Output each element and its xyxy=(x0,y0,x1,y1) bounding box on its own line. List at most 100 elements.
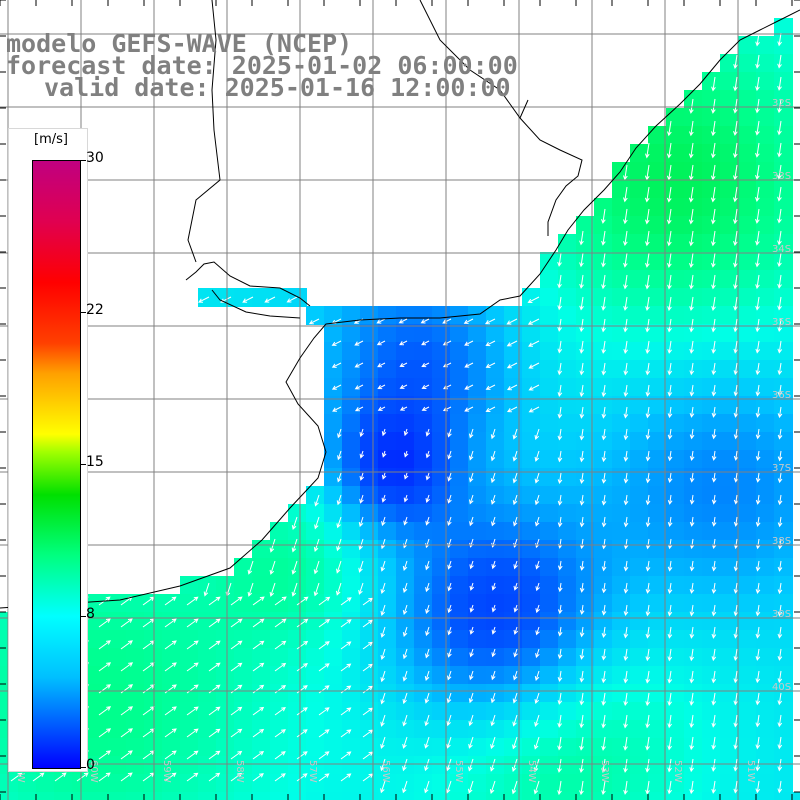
speed-cell xyxy=(162,774,181,793)
wind-arrow xyxy=(506,362,518,369)
wind-arrow xyxy=(557,582,563,593)
speed-cell xyxy=(738,306,757,325)
wind-arrow xyxy=(755,582,761,595)
wind-arrow xyxy=(645,472,651,484)
wind-arrow xyxy=(402,560,408,571)
speed-cell xyxy=(774,684,793,703)
speed-cell xyxy=(270,684,289,703)
wind-arrow xyxy=(337,428,342,439)
wind-arrow xyxy=(484,318,496,325)
speed-cell xyxy=(612,774,631,793)
speed-cell xyxy=(738,684,757,703)
wind-arrow xyxy=(485,406,496,412)
wind-arrow xyxy=(711,648,717,662)
speed-cell xyxy=(234,576,253,595)
wind-arrow xyxy=(645,494,651,506)
speed-cell xyxy=(720,702,739,721)
speed-cell xyxy=(432,612,451,631)
speed-cell xyxy=(288,612,307,631)
wind-arrow xyxy=(579,780,584,796)
wind-arrow xyxy=(623,274,628,290)
wind-arrow xyxy=(447,626,452,636)
speed-cell xyxy=(414,756,433,775)
speed-cell xyxy=(468,738,487,757)
speed-cell xyxy=(90,792,109,800)
wind-arrow xyxy=(579,494,585,506)
speed-cell xyxy=(486,468,505,487)
speed-cell xyxy=(756,648,775,667)
speed-cell xyxy=(432,504,451,523)
wind-arrow xyxy=(711,582,717,594)
wind-arrow xyxy=(733,76,738,92)
wind-arrow xyxy=(711,318,716,333)
speed-cell xyxy=(378,522,397,541)
wind-arrow xyxy=(645,362,651,376)
speed-cell xyxy=(774,720,793,739)
wind-arrow xyxy=(485,340,496,347)
speed-cell xyxy=(576,270,595,289)
speed-cell xyxy=(234,666,253,685)
wind-arrow xyxy=(557,340,563,354)
wind-arrow xyxy=(490,736,496,750)
speed-cell xyxy=(630,450,649,469)
speed-cell xyxy=(774,54,793,73)
speed-cell xyxy=(378,306,397,325)
speed-cell xyxy=(396,774,415,793)
speed-cell xyxy=(630,540,649,559)
speed-cell xyxy=(612,540,631,559)
speed-cell xyxy=(234,288,253,307)
wind-arrow xyxy=(402,758,408,772)
speed-cell xyxy=(162,792,181,800)
latitude-label: 36S xyxy=(772,390,791,401)
longitude-label: 60W xyxy=(88,760,99,783)
wind-arrow xyxy=(777,208,782,224)
speed-cell xyxy=(342,756,361,775)
speed-cell xyxy=(684,540,703,559)
wind-arrow xyxy=(402,670,408,682)
wind-arrow xyxy=(667,230,672,247)
speed-cell xyxy=(396,306,415,325)
speed-cell xyxy=(684,594,703,613)
speed-cell xyxy=(108,666,127,685)
speed-cell xyxy=(756,306,775,325)
wind-arrow xyxy=(318,618,331,628)
speed-cell xyxy=(738,72,757,91)
speed-cell xyxy=(576,414,595,433)
speed-cell xyxy=(486,738,505,757)
speed-cell xyxy=(450,486,469,505)
wind-arrow xyxy=(777,472,783,484)
wind-arrow xyxy=(777,538,783,550)
speed-cell xyxy=(612,486,631,505)
speed-cell xyxy=(738,612,757,631)
speed-cell xyxy=(162,630,181,649)
speed-cell xyxy=(756,450,775,469)
speed-cell xyxy=(108,684,127,703)
speed-cell xyxy=(252,612,271,631)
speed-cell xyxy=(594,540,613,559)
forecast-date: forecast date: 2025-01-02 06:00:00 xyxy=(6,51,518,80)
speed-cell xyxy=(594,486,613,505)
wind-arrow xyxy=(425,428,431,437)
speed-cell xyxy=(522,432,541,451)
speed-cell xyxy=(684,792,703,800)
wind-arrow xyxy=(623,648,629,662)
wind-arrow xyxy=(711,230,716,247)
speed-cell xyxy=(648,666,667,685)
speed-cell xyxy=(450,396,469,415)
speed-cell xyxy=(630,792,649,800)
speed-cell xyxy=(774,126,793,145)
speed-cell xyxy=(594,612,613,631)
wind-arrow xyxy=(164,662,177,672)
speed-cell xyxy=(270,288,289,307)
speed-cell xyxy=(612,180,631,199)
speed-cell xyxy=(414,432,433,451)
speed-cell xyxy=(774,738,793,757)
speed-cell xyxy=(738,36,757,55)
speed-cell xyxy=(396,324,415,343)
speed-cell xyxy=(648,324,667,343)
speed-cell xyxy=(774,702,793,721)
speed-cell xyxy=(558,378,577,397)
wind-arrow xyxy=(425,472,431,481)
speed-cell xyxy=(342,558,361,577)
speed-cell xyxy=(738,252,757,271)
